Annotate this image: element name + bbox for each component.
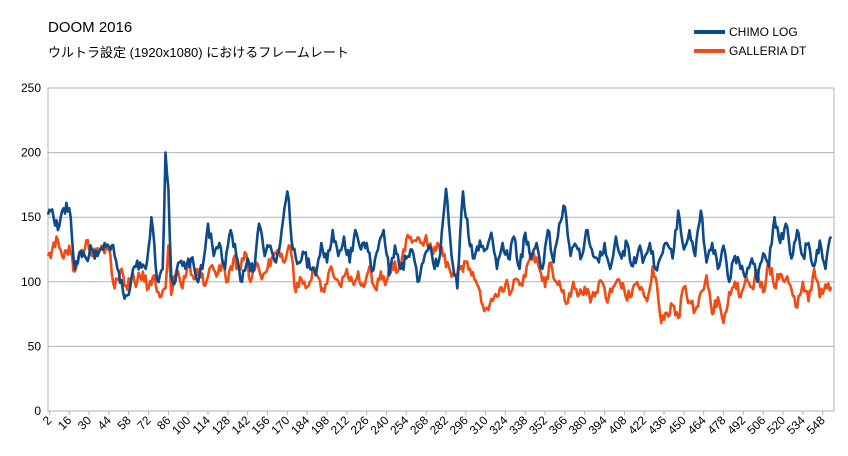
y-tick-label: 50 bbox=[28, 339, 42, 353]
x-tick-label: 142 bbox=[229, 413, 253, 437]
x-tick-label: 436 bbox=[645, 413, 669, 437]
y-axis: 0 50 100 150 200 250 bbox=[21, 81, 41, 418]
x-tick: 394 bbox=[586, 413, 610, 437]
x-tick-label: 254 bbox=[387, 413, 411, 437]
y-tick-label: 100 bbox=[21, 275, 41, 289]
x-tick-label: 492 bbox=[724, 413, 748, 437]
x-tick: 254 bbox=[387, 413, 411, 437]
x-tick: 478 bbox=[705, 413, 729, 437]
x-tick: 380 bbox=[566, 413, 590, 437]
x-tick-label: 338 bbox=[506, 413, 530, 437]
x-tick: 366 bbox=[546, 413, 570, 437]
x-tick: 184 bbox=[288, 413, 312, 437]
x-tick: 534 bbox=[784, 413, 808, 437]
x-tick-label: 478 bbox=[705, 413, 729, 437]
x-tick: 324 bbox=[486, 413, 510, 437]
y-tick-label: 0 bbox=[34, 404, 41, 418]
x-tick: 142 bbox=[229, 413, 253, 437]
x-tick: 114 bbox=[190, 413, 214, 437]
x-tick-label: 324 bbox=[486, 413, 510, 437]
x-tick-label: 212 bbox=[328, 413, 352, 437]
x-tick: 240 bbox=[368, 413, 392, 437]
x-tick: 72 bbox=[134, 413, 154, 433]
legend-label-chimo-log: CHIMO LOG bbox=[729, 24, 798, 39]
x-tick-label: 114 bbox=[190, 413, 214, 437]
x-tick: 156 bbox=[249, 413, 273, 437]
x-tick: 548 bbox=[804, 413, 828, 437]
x-tick: 492 bbox=[724, 413, 748, 437]
x-tick-label: 394 bbox=[586, 413, 610, 437]
legend-item-chimo-log: CHIMO LOG bbox=[694, 22, 806, 41]
x-tick: 282 bbox=[427, 413, 451, 437]
x-tick-label: 380 bbox=[566, 413, 590, 437]
chart-subtitle: ウルトラ設定 (1920x1080) におけるフレームレート bbox=[48, 45, 349, 60]
x-tick: 506 bbox=[744, 413, 768, 437]
x-tick-label: 240 bbox=[368, 413, 392, 437]
x-tick-label: 128 bbox=[209, 413, 233, 437]
legend-label-galleria-dt: GALLERIA DT bbox=[729, 43, 807, 58]
y-tick-label: 250 bbox=[21, 81, 41, 95]
x-tick: 310 bbox=[467, 413, 491, 437]
legend-swatch-galleria-dt bbox=[694, 48, 725, 53]
x-tick: 464 bbox=[685, 413, 709, 437]
x-tick-label: 366 bbox=[546, 413, 570, 437]
x-tick: 58 bbox=[114, 413, 134, 433]
series-line-chimo-log bbox=[46, 151, 833, 300]
x-tick: 212 bbox=[328, 413, 352, 437]
x-tick-label: 506 bbox=[744, 413, 768, 437]
x-tick: 128 bbox=[209, 413, 233, 437]
x-tick: 44 bbox=[95, 413, 115, 433]
x-tick: 422 bbox=[625, 413, 649, 437]
x-tick-label: 184 bbox=[288, 413, 312, 437]
x-tick: 268 bbox=[407, 413, 431, 437]
x-tick-label: 450 bbox=[665, 413, 689, 437]
legend-swatch-chimo-log bbox=[694, 29, 725, 34]
x-tick-label: 198 bbox=[308, 413, 332, 437]
legend-item-galleria-dt: GALLERIA DT bbox=[694, 41, 806, 60]
x-tick: 296 bbox=[447, 413, 471, 437]
x-tick-label: 72 bbox=[134, 413, 154, 433]
x-tick: 198 bbox=[308, 413, 332, 437]
x-tick: 100 bbox=[169, 413, 193, 437]
x-tick-label: 58 bbox=[114, 413, 134, 433]
x-tick: 338 bbox=[506, 413, 530, 437]
x-tick: 450 bbox=[665, 413, 689, 437]
x-tick-label: 352 bbox=[526, 413, 550, 437]
x-tick-label: 548 bbox=[804, 413, 828, 437]
x-tick-label: 170 bbox=[268, 413, 292, 437]
x-tick-label: 226 bbox=[348, 413, 372, 437]
x-tick: 352 bbox=[526, 413, 550, 437]
x-tick-label: 100 bbox=[169, 413, 193, 437]
x-tick-label: 2 bbox=[40, 413, 55, 428]
x-tick-label: 282 bbox=[427, 413, 451, 437]
x-tick: 226 bbox=[348, 413, 372, 437]
x-tick-label: 534 bbox=[784, 413, 808, 437]
x-tick-label: 30 bbox=[75, 413, 95, 433]
x-tick: 170 bbox=[268, 413, 292, 437]
series-lines bbox=[46, 151, 833, 325]
y-tick-label: 200 bbox=[21, 146, 41, 160]
x-tick: 16 bbox=[55, 413, 75, 433]
x-tick: 2 bbox=[40, 413, 55, 428]
x-tick-label: 464 bbox=[685, 413, 709, 437]
x-tick: 408 bbox=[605, 413, 629, 437]
x-tick-label: 296 bbox=[447, 413, 471, 437]
plot-area bbox=[47, 87, 835, 412]
x-tick-label: 310 bbox=[467, 413, 491, 437]
x-tick-label: 16 bbox=[55, 413, 75, 433]
x-axis: 2 16 30 44 58 72 86100114128142156170184198212… bbox=[40, 411, 828, 437]
x-tick-label: 520 bbox=[764, 413, 788, 437]
chart-title: DOOM 2016 bbox=[48, 19, 133, 36]
x-tick-label: 268 bbox=[407, 413, 431, 437]
x-tick: 436 bbox=[645, 413, 669, 437]
x-tick-label: 422 bbox=[625, 413, 649, 437]
y-tick-label: 150 bbox=[21, 210, 41, 224]
x-tick-label: 408 bbox=[605, 413, 629, 437]
x-tick-label: 44 bbox=[95, 413, 115, 433]
x-tick-label: 156 bbox=[249, 413, 273, 437]
x-tick: 520 bbox=[764, 413, 788, 437]
legend: CHIMO LOG GALLERIA DT bbox=[694, 22, 806, 60]
x-tick: 30 bbox=[75, 413, 95, 433]
